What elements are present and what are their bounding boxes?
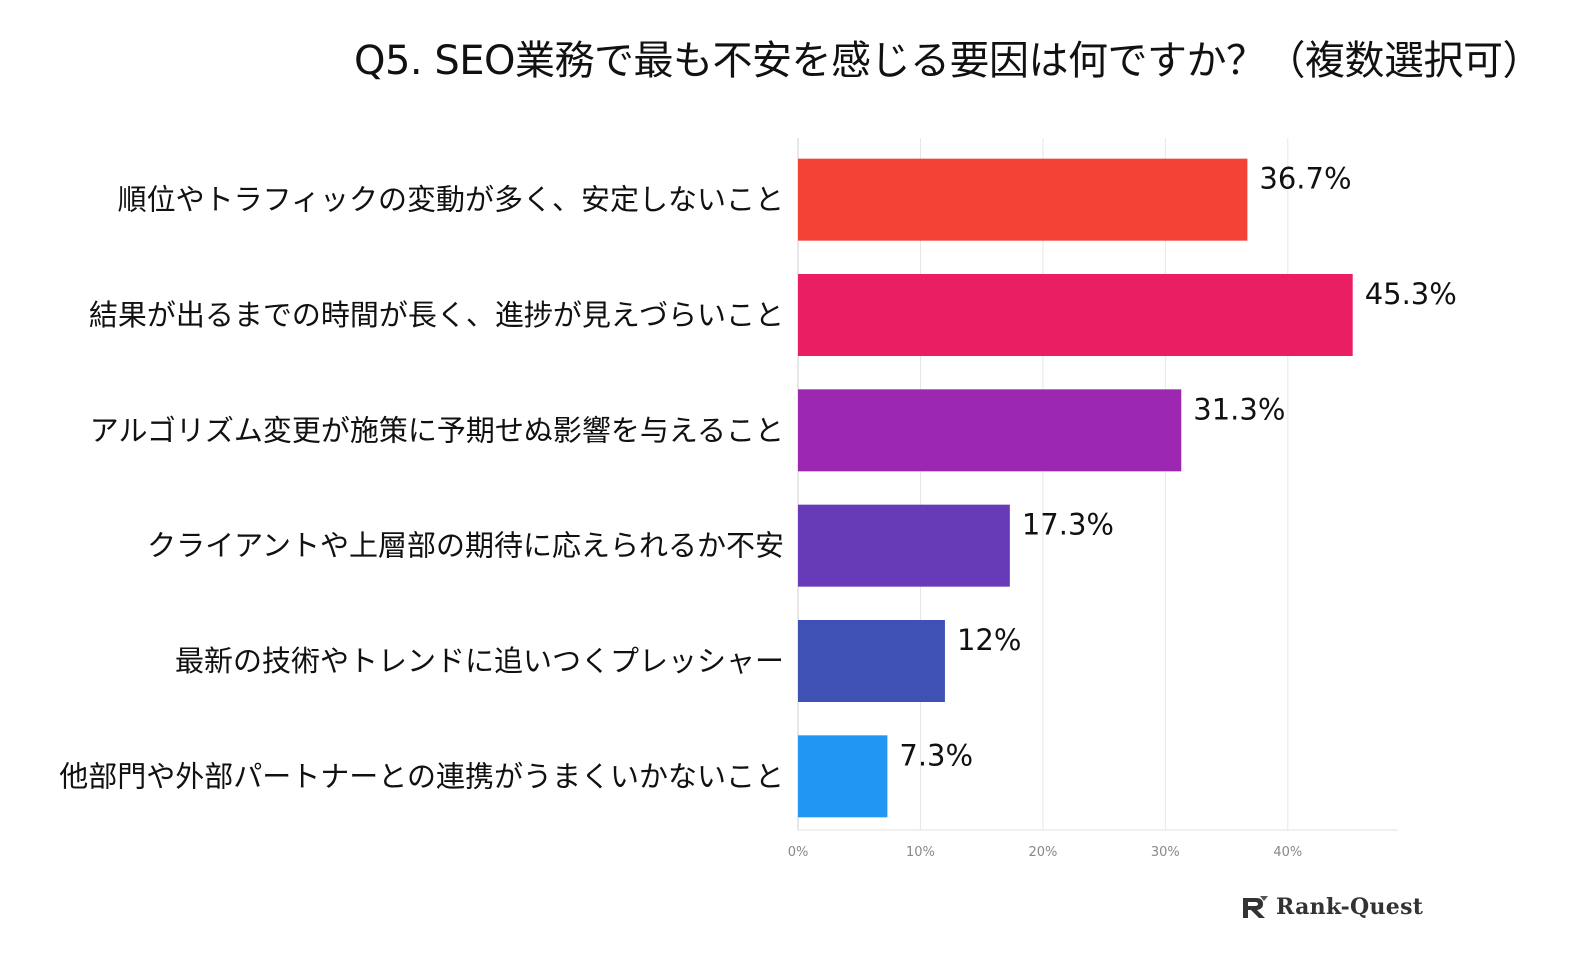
brand-logo: Rank-Quest [1240,894,1423,920]
x-tick-label: 30% [1151,845,1180,860]
bar [798,504,1010,587]
data-label: 12% [957,623,1021,657]
data-labels: 36.7% 45.3% 31.3% 17.3% 12% 7.3% [899,162,1456,773]
category-label: アルゴリズム変更が施策に予期せぬ影響を与えること [90,413,784,447]
x-tick-label: 40% [1273,845,1302,860]
data-label: 31.3% [1193,392,1285,426]
x-tick-label: 20% [1028,845,1057,860]
data-label: 45.3% [1365,277,1457,311]
x-axis-ticks: 0% 10% 20% 30% 40% [788,845,1303,860]
gridlines [797,138,1398,831]
x-tick-label: 0% [788,845,809,860]
category-label: 他部門や外部パートナーとの連携がうまくいかないこと [59,759,784,793]
category-label: クライアントや上層部の期待に応えられるか不安 [147,529,784,563]
bar [798,735,888,818]
x-tick-label: 10% [906,845,935,860]
bar [798,620,945,702]
data-label: 7.3% [899,738,973,772]
category-labels: 順位やトラフィックの変動が多く、安定しないこと結果が出るまでの時間が長く、進捗が… [59,183,784,794]
category-label: 結果が出るまでの時間が長く、進捗が見えづらいこと [89,298,784,332]
plot-background [462,130,1402,870]
category-label: 最新の技術やトレンドに追いつくプレッシャー [175,644,784,678]
rank-quest-logo-icon [1243,896,1268,918]
bar [798,389,1182,472]
bar [798,274,1353,356]
data-label: 17.3% [1022,508,1114,542]
chart-title: Q5. SEO業務で最も不安を感じる要因は何ですか？（複数選択可） [353,38,1543,84]
brand-name: Rank-Quest [1276,894,1424,920]
data-label: 36.7% [1259,162,1351,196]
category-label: 順位やトラフィックの変動が多く、安定しないこと [118,183,784,217]
bar [798,158,1248,241]
bars [798,158,1353,818]
